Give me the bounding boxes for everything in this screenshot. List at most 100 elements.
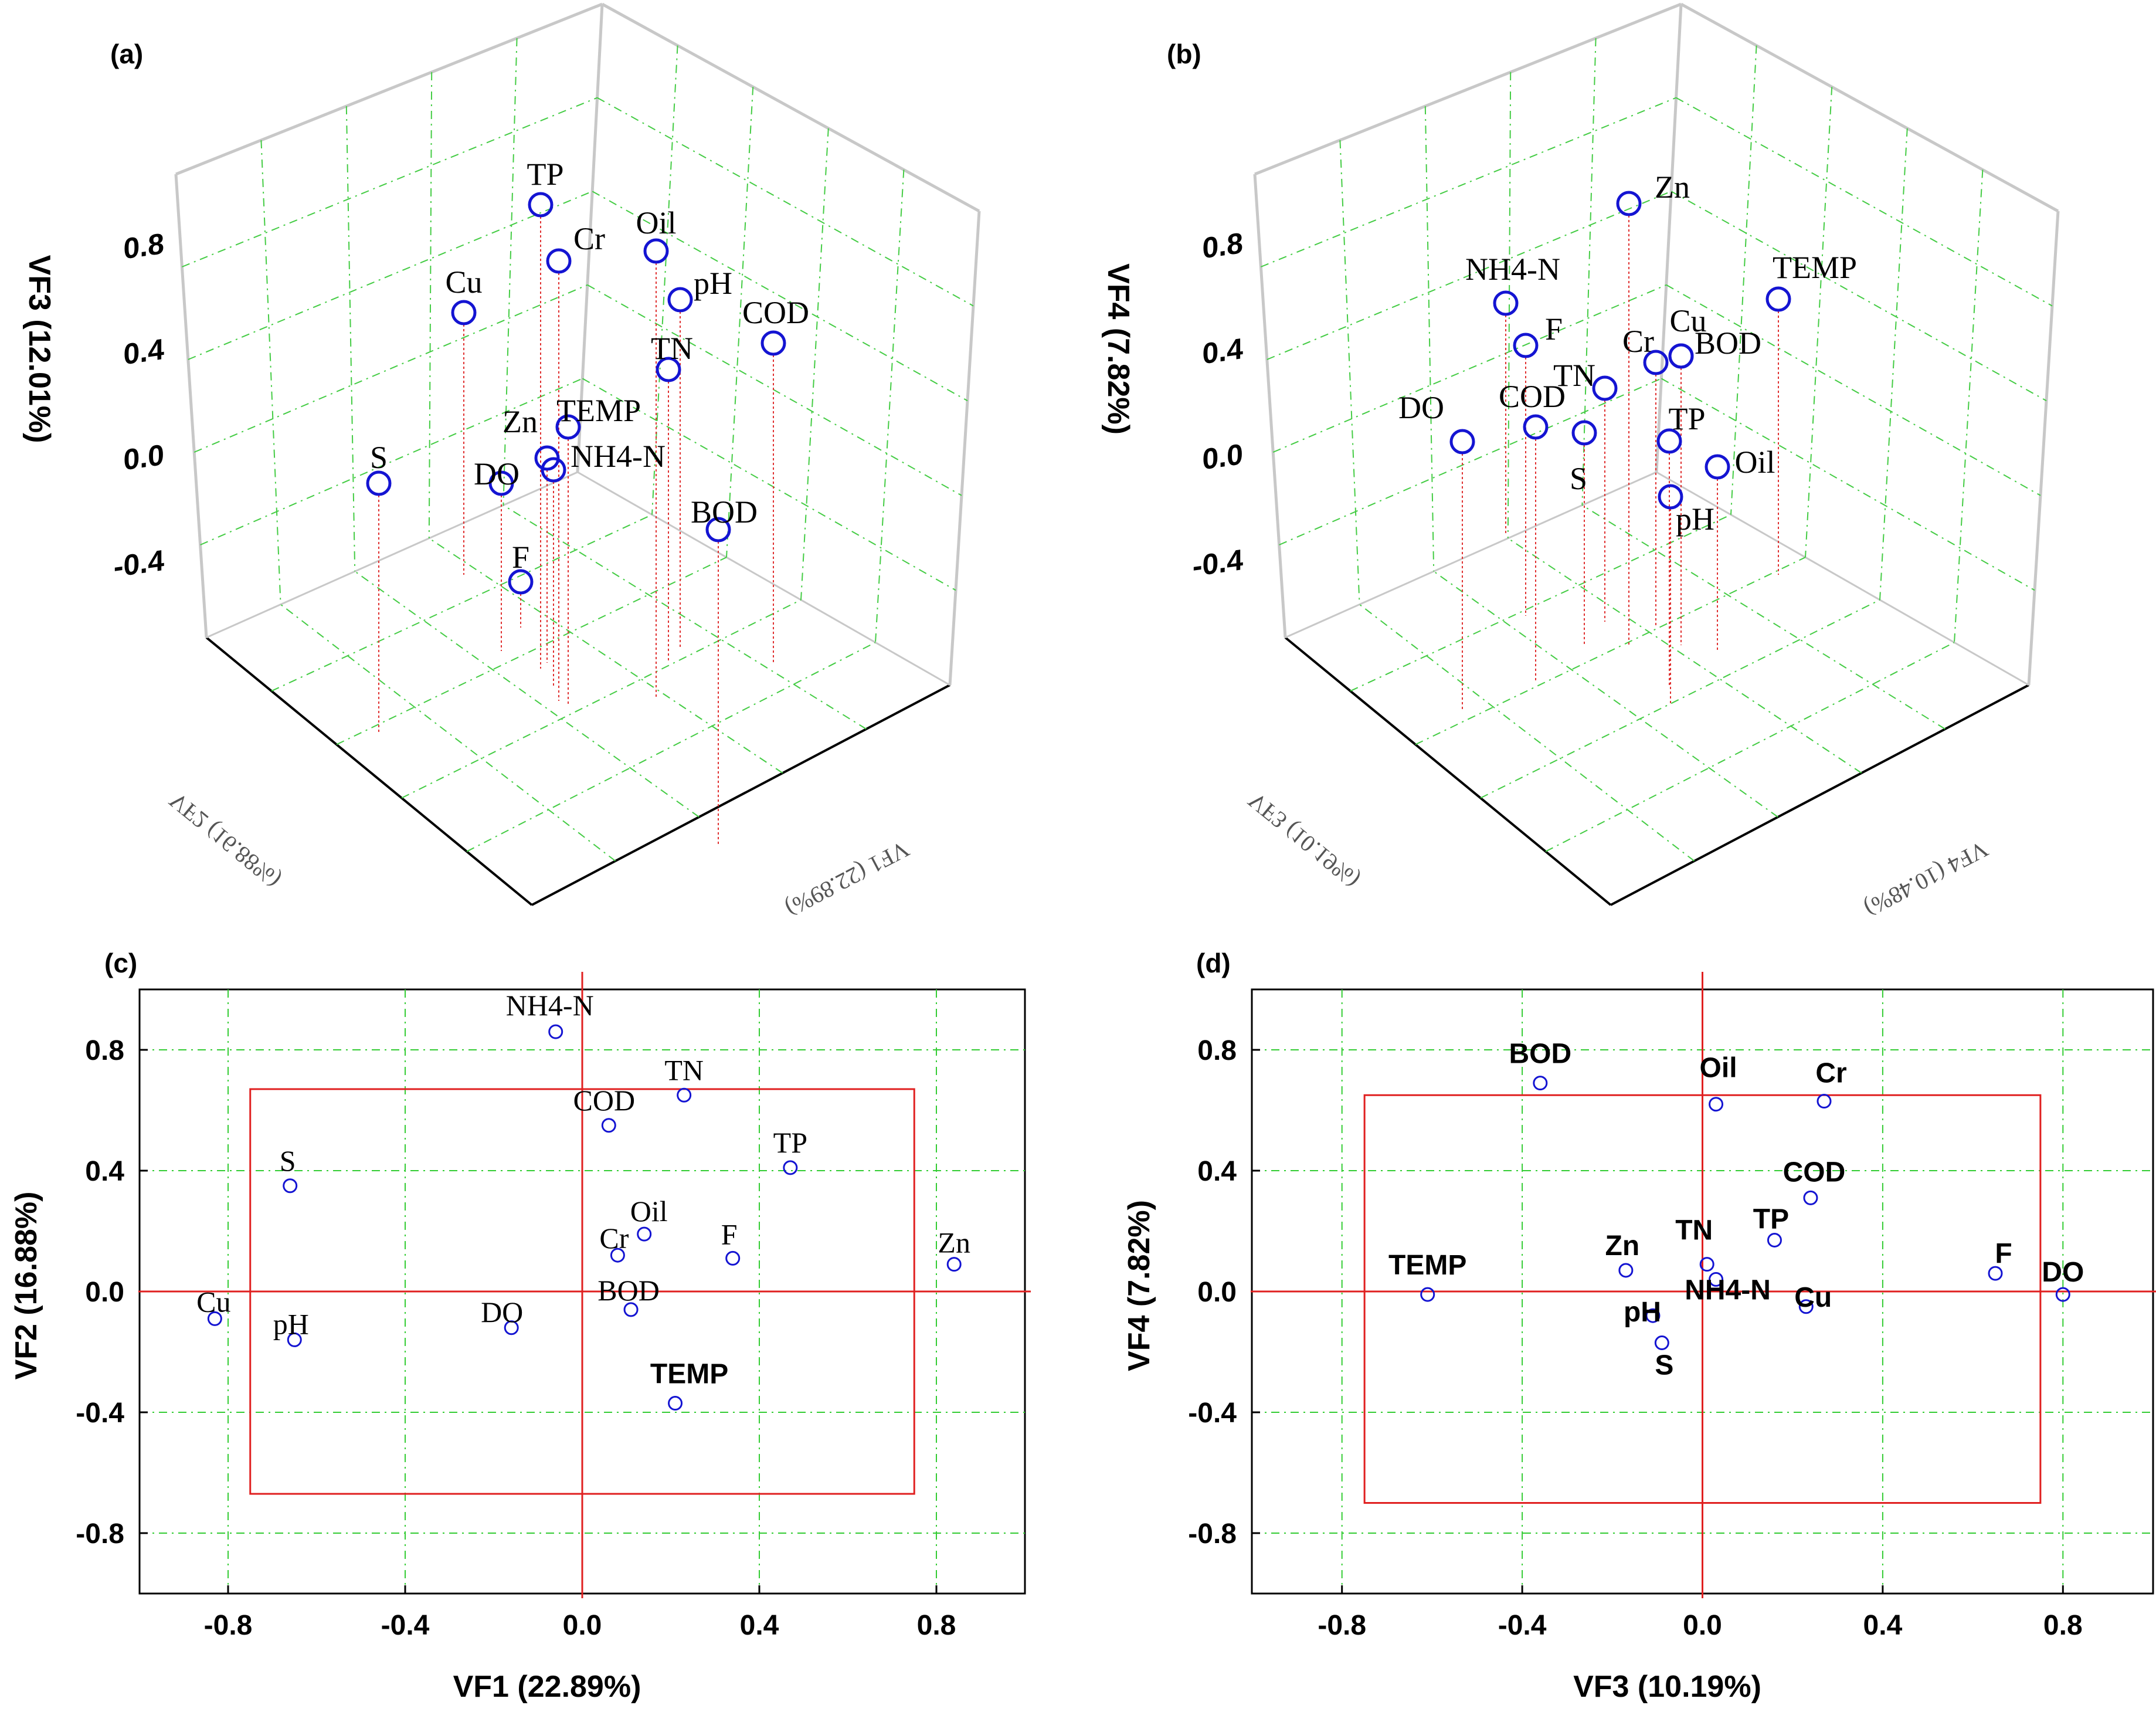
grid-line bbox=[401, 599, 802, 799]
grid-line bbox=[1954, 169, 1984, 643]
grid-line bbox=[587, 284, 962, 496]
data-label: NH4-N bbox=[571, 439, 666, 474]
data-point bbox=[1449, 429, 1475, 455]
grid-line bbox=[193, 284, 588, 453]
data-point bbox=[2055, 1287, 2070, 1302]
z-axis-title: VF4 (7.82%) bbox=[1101, 263, 1135, 435]
data-point bbox=[366, 470, 392, 496]
data-label: BOD bbox=[1509, 1039, 1572, 1070]
data-label: NH4-N bbox=[1465, 252, 1560, 287]
x-axis-title: VF1 (22.89%) bbox=[453, 1670, 641, 1704]
y-tick-label: 0.0 bbox=[1197, 1277, 1237, 1308]
grid-line bbox=[1581, 38, 1597, 506]
data-label: TP bbox=[1753, 1204, 1789, 1235]
grid-line bbox=[200, 378, 583, 545]
data-point bbox=[677, 1087, 692, 1103]
data-label: Oil bbox=[1700, 1053, 1737, 1084]
data-point bbox=[1493, 290, 1519, 316]
grid-line bbox=[1267, 191, 1672, 360]
grid-line bbox=[1676, 97, 2053, 307]
y-axis-title: VF2 (16.88%) bbox=[9, 1192, 43, 1380]
data-label: F bbox=[1545, 311, 1563, 347]
z-tick-label: 0.8 bbox=[123, 227, 164, 265]
data-point bbox=[1767, 1232, 1782, 1247]
data-point bbox=[1709, 1097, 1724, 1112]
data-label: BOD bbox=[1695, 326, 1761, 361]
data-label: TEMP bbox=[1388, 1250, 1466, 1281]
data-point bbox=[1523, 414, 1549, 440]
data-label: NH4-N bbox=[1685, 1274, 1771, 1306]
data-label: S bbox=[1655, 1350, 1673, 1381]
grid-line bbox=[466, 642, 876, 852]
floor-axis-title-left: VF3 (10.19%) bbox=[1243, 787, 1364, 893]
data-point bbox=[541, 457, 566, 483]
data-label: COD bbox=[742, 295, 809, 330]
grid-line bbox=[260, 140, 281, 605]
data-label: S bbox=[370, 440, 388, 475]
data-label: Cu bbox=[1669, 303, 1706, 338]
wall-edge bbox=[174, 174, 208, 638]
x-tick-label: -0.4 bbox=[381, 1610, 430, 1641]
data-label: pH bbox=[694, 266, 732, 301]
z-tick-label: 0.4 bbox=[1202, 332, 1243, 371]
grid-line bbox=[1350, 514, 1731, 692]
data-point bbox=[601, 1118, 616, 1133]
data-point bbox=[207, 1311, 222, 1326]
grid-line bbox=[1433, 571, 1778, 818]
data-label: TEMP bbox=[650, 1359, 728, 1390]
data-label: Cu bbox=[1794, 1282, 1832, 1313]
data-point bbox=[668, 1396, 683, 1411]
y-tick-label: -0.4 bbox=[76, 1398, 124, 1429]
data-point bbox=[1709, 1272, 1724, 1287]
panel-label: (a) bbox=[110, 39, 143, 69]
data-point bbox=[504, 1320, 519, 1335]
floor-back-edge bbox=[577, 471, 950, 686]
data-point bbox=[705, 517, 731, 543]
data-point bbox=[1592, 375, 1618, 401]
data-label: TP bbox=[1668, 401, 1705, 436]
floor-edge bbox=[531, 684, 950, 906]
floor-axis-title-right: VF1 (22.89%) bbox=[782, 836, 914, 922]
grid-line bbox=[1415, 557, 1806, 745]
wall-edge bbox=[576, 4, 604, 473]
data-label: S bbox=[1570, 461, 1587, 496]
data-point bbox=[1645, 1308, 1661, 1323]
y-tick-label: -0.8 bbox=[76, 1518, 124, 1550]
x-tick-label: 0.8 bbox=[917, 1610, 956, 1641]
wall-edge bbox=[601, 2, 980, 213]
floor-edge bbox=[1284, 636, 1612, 906]
data-point bbox=[1765, 286, 1791, 312]
data-point bbox=[1533, 1076, 1548, 1091]
wall-edge bbox=[2027, 211, 2060, 686]
data-point bbox=[1618, 1263, 1634, 1278]
data-label: TN bbox=[651, 331, 693, 366]
data-label: S bbox=[280, 1144, 296, 1177]
data-point bbox=[1643, 350, 1669, 375]
grid-line bbox=[582, 378, 956, 591]
wall-edge bbox=[1253, 174, 1287, 638]
grid-line bbox=[502, 504, 867, 730]
grid-line bbox=[280, 604, 616, 862]
grid-line bbox=[1279, 378, 1662, 545]
grid-line bbox=[1730, 45, 1757, 515]
panel-a-3d: (a) 0.8 0.4 0.0 -0.4 VF3 (12.01%) VF2 (16.88%)… bbox=[22, 2, 981, 922]
floor-back-edge bbox=[1285, 471, 1657, 639]
data-label: TP bbox=[773, 1126, 807, 1159]
data-point bbox=[451, 300, 477, 326]
x-tick-label: -0.8 bbox=[204, 1610, 253, 1641]
data-label: F bbox=[721, 1218, 738, 1250]
grid-line bbox=[1805, 87, 1833, 558]
z-tick-label: 0.4 bbox=[123, 333, 164, 371]
wall-edge bbox=[1680, 2, 2059, 213]
data-point bbox=[1420, 1287, 1435, 1302]
data-label: TN bbox=[1675, 1215, 1713, 1246]
z-tick-label: 0.8 bbox=[1202, 226, 1243, 265]
data-point bbox=[1571, 420, 1597, 446]
data-label: pH bbox=[1624, 1297, 1661, 1328]
data-label: Cr bbox=[1622, 324, 1654, 359]
data-label: DO bbox=[474, 456, 520, 491]
data-label: TN bbox=[1553, 358, 1595, 393]
data-label: Oil bbox=[636, 205, 676, 240]
data-point bbox=[643, 238, 669, 264]
